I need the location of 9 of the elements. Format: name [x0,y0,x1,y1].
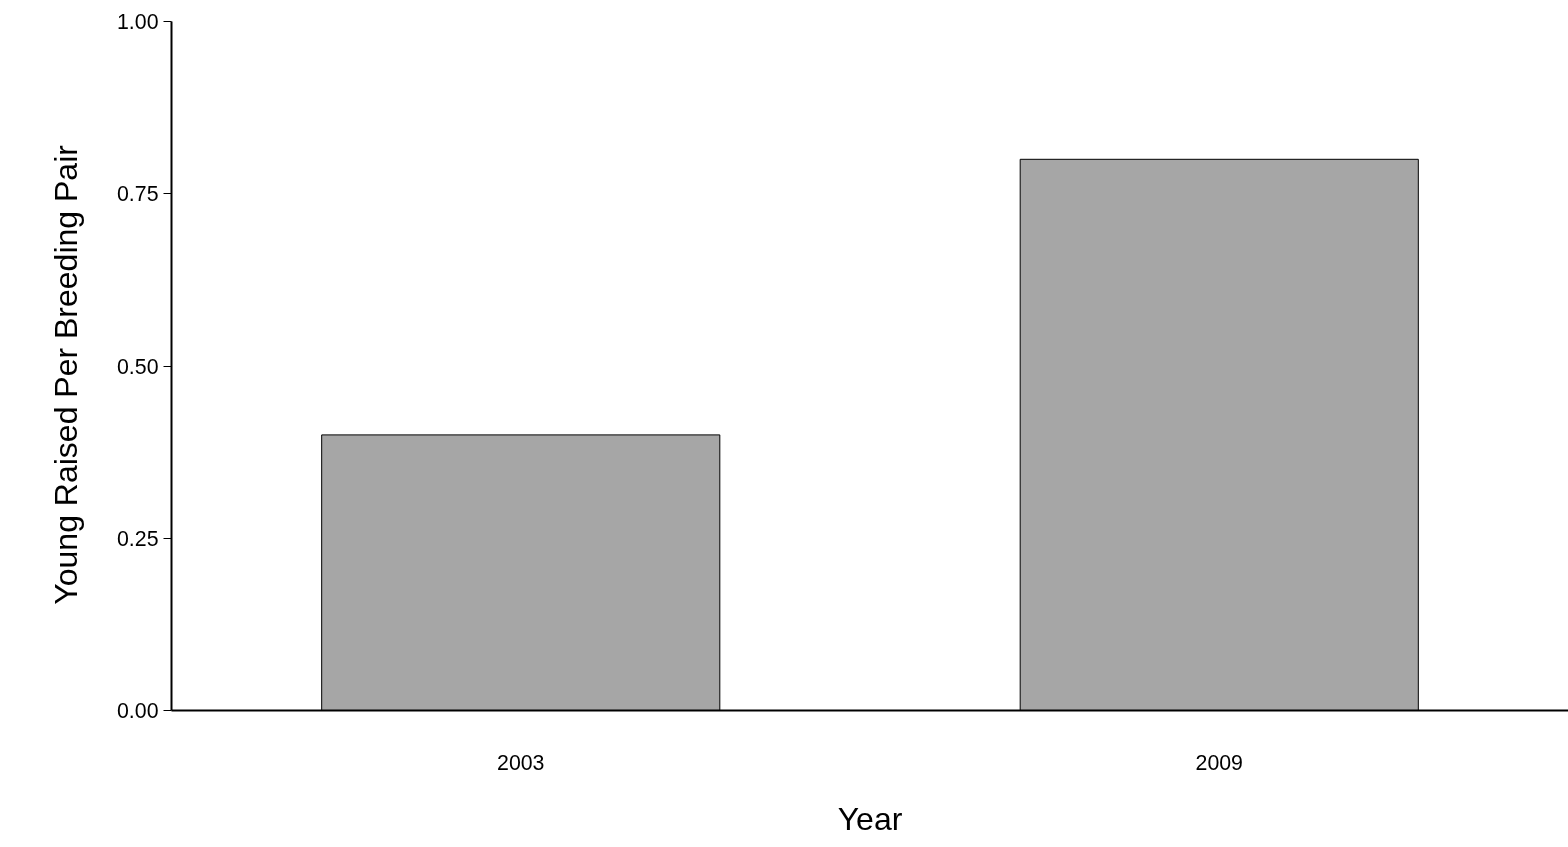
y-tick-label: 0.50 [116,354,159,379]
y-tick-label: 1.00 [116,10,159,34]
y-tick-label: 0.25 [116,526,159,551]
y-axis-title: Young Raised Per Breeding Pair [47,144,84,605]
y-tick-label: 0.75 [116,182,159,207]
x-tick-label: 2009 [1195,750,1243,775]
y-tick-label: 0.00 [116,699,159,723]
x-axis-title: Year [837,800,903,837]
x-tick-label: 2003 [497,750,545,775]
